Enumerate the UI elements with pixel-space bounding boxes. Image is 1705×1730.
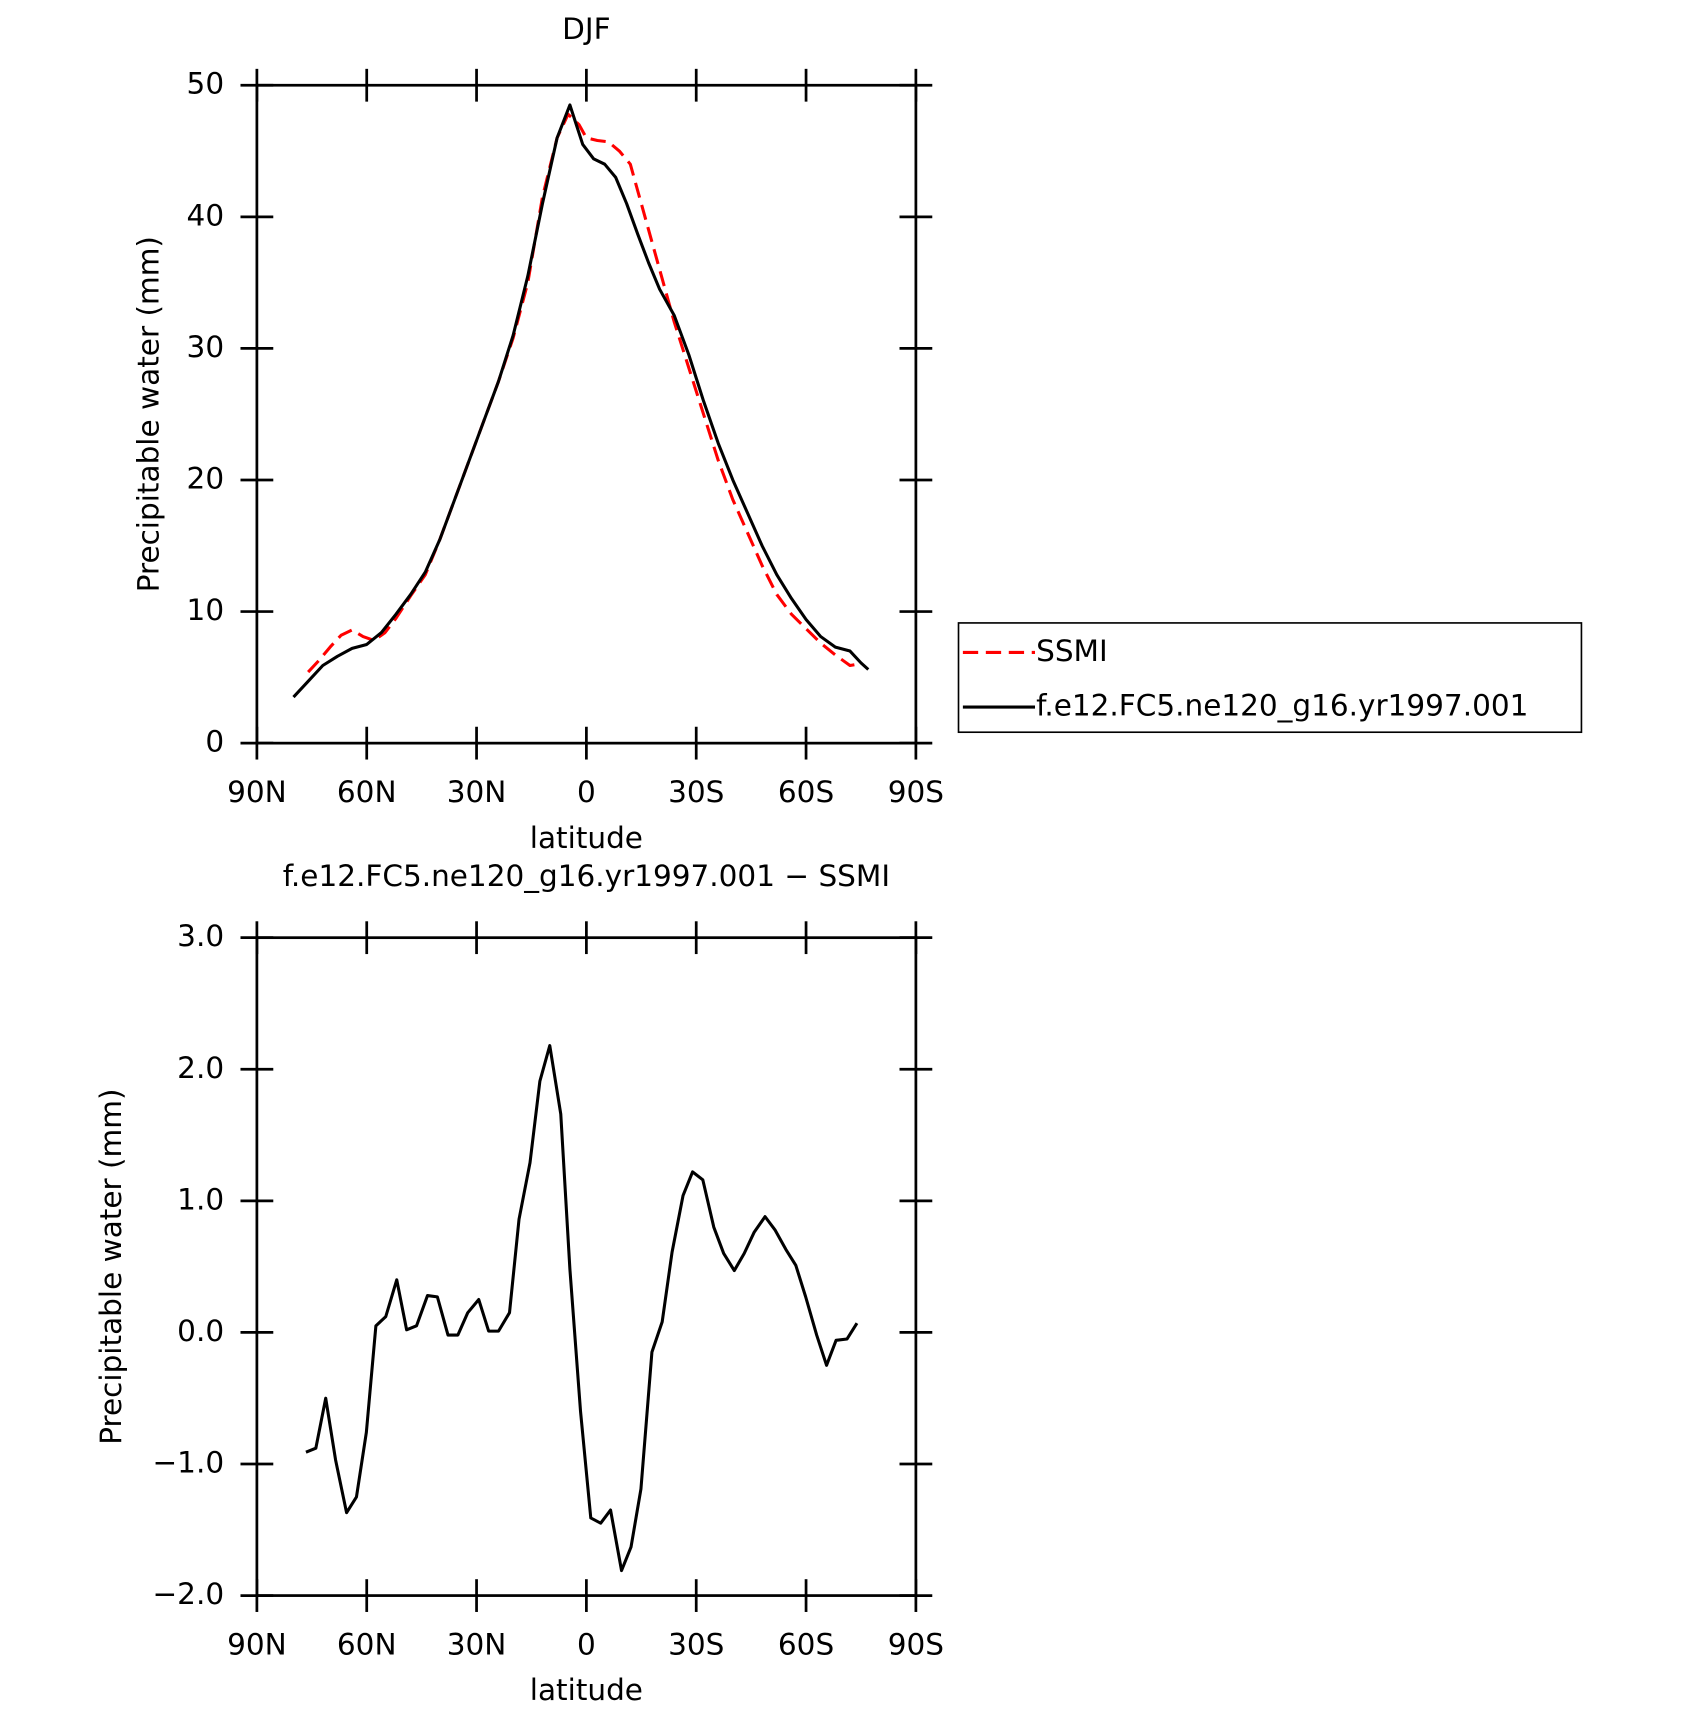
x-tick-label: 30N bbox=[447, 775, 507, 809]
y-tick-label: 50 bbox=[187, 67, 225, 101]
legend: SSMI f.e12.FC5.ne120_g16.yr1997.001 bbox=[957, 622, 1583, 734]
y-tick-label: 30 bbox=[187, 330, 225, 364]
x-tick-label: 0 bbox=[577, 775, 596, 809]
y-tick-label: 0.0 bbox=[177, 1314, 224, 1348]
data-line bbox=[307, 112, 858, 674]
x-tick-label: 30S bbox=[668, 1627, 724, 1661]
legend-box bbox=[957, 622, 1583, 734]
y-tick-label: −1.0 bbox=[152, 1445, 224, 1479]
x-tick-label: 60N bbox=[337, 775, 397, 809]
x-axis-label: latitude bbox=[530, 821, 643, 855]
y-tick-label: 1.0 bbox=[177, 1182, 224, 1216]
y-tick-label: −2.0 bbox=[152, 1577, 224, 1611]
x-tick-label: 60S bbox=[778, 775, 834, 809]
data-line bbox=[292, 103, 870, 699]
y-tick-label: 3.0 bbox=[177, 919, 224, 953]
y-axis-label: Precipitable water (mm) bbox=[131, 236, 165, 592]
y-tick-label: 2.0 bbox=[177, 1051, 224, 1085]
x-tick-label: 30S bbox=[668, 775, 724, 809]
x-tick-label: 90N bbox=[227, 775, 287, 809]
x-tick-label: 90S bbox=[888, 1627, 944, 1661]
x-tick-label: 30N bbox=[447, 1627, 507, 1661]
x-tick-label: 0 bbox=[577, 1627, 596, 1661]
chart-title: f.e12.FC5.ne120_g16.yr1997.001 − SSMI bbox=[283, 859, 890, 893]
y-tick-label: 0 bbox=[205, 725, 224, 759]
x-tick-label: 90N bbox=[227, 1627, 287, 1661]
legend-label: SSMI bbox=[1036, 634, 1108, 668]
y-tick-label: 20 bbox=[187, 461, 225, 495]
x-axis-label: latitude bbox=[530, 1673, 643, 1707]
legend-label: f.e12.FC5.ne120_g16.yr1997.001 bbox=[1036, 689, 1528, 723]
x-tick-label: 60N bbox=[337, 1627, 397, 1661]
y-tick-label: 40 bbox=[187, 198, 225, 232]
data-line bbox=[305, 1044, 859, 1573]
y-tick-label: 10 bbox=[187, 593, 225, 627]
x-tick-label: 60S bbox=[778, 1627, 834, 1661]
x-tick-label: 90S bbox=[888, 775, 944, 809]
chart-title: DJF bbox=[562, 12, 610, 46]
y-axis-label: Precipitable water (mm) bbox=[94, 1089, 128, 1445]
